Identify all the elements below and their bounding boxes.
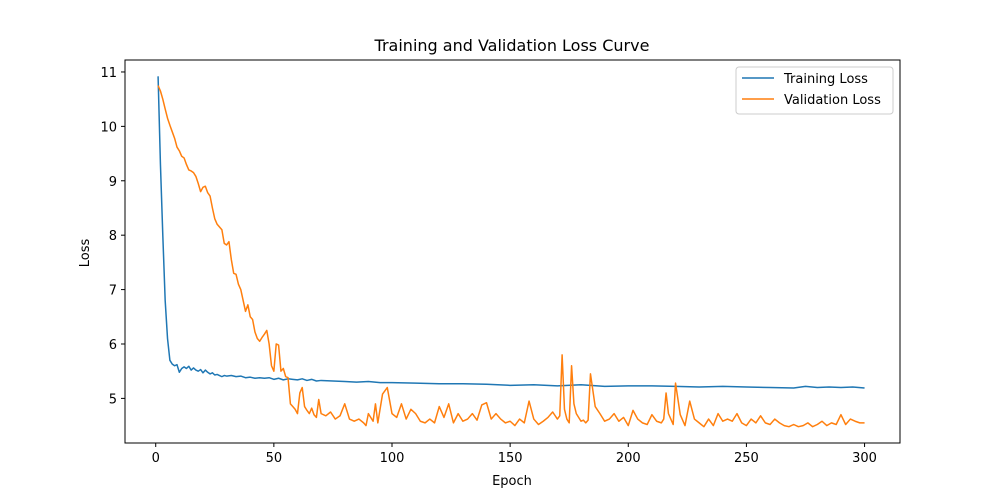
y-axis-label: Loss	[78, 239, 93, 268]
y-tick-label: 9	[109, 175, 117, 190]
y-tick-label: 10	[100, 120, 117, 135]
x-tick-label: 250	[734, 451, 759, 466]
chart-title: Training and Validation Loss Curve	[374, 36, 650, 55]
legend-label: Validation Loss	[784, 93, 881, 108]
x-tick-label: 150	[498, 451, 523, 466]
x-tick-label: 0	[152, 451, 160, 466]
x-tick-label: 300	[852, 451, 877, 466]
series-layer	[157, 76, 865, 428]
y-tick-label: 8	[109, 229, 117, 244]
x-tick-label: 200	[616, 451, 641, 466]
x-axis: 0 50 100 150 200 250 300	[152, 443, 877, 466]
legend-box	[735, 66, 894, 115]
series-line-training-loss	[157, 76, 865, 389]
x-tick-label: 100	[380, 451, 405, 466]
y-axis: 5 6 7 8 9 10 11	[100, 66, 125, 407]
y-tick-label: 7	[109, 284, 117, 299]
x-tick-label: 50	[266, 451, 283, 466]
legend: Training Loss Validation Loss	[735, 66, 894, 115]
legend-label: Training Loss	[783, 72, 868, 87]
y-tick-label: 6	[109, 338, 117, 353]
y-tick-label: 5	[109, 392, 117, 407]
series-line-validation-loss	[157, 85, 865, 428]
y-tick-label: 11	[100, 66, 117, 81]
plot-area-frame	[124, 59, 901, 444]
x-axis-label: Epoch	[492, 474, 532, 489]
